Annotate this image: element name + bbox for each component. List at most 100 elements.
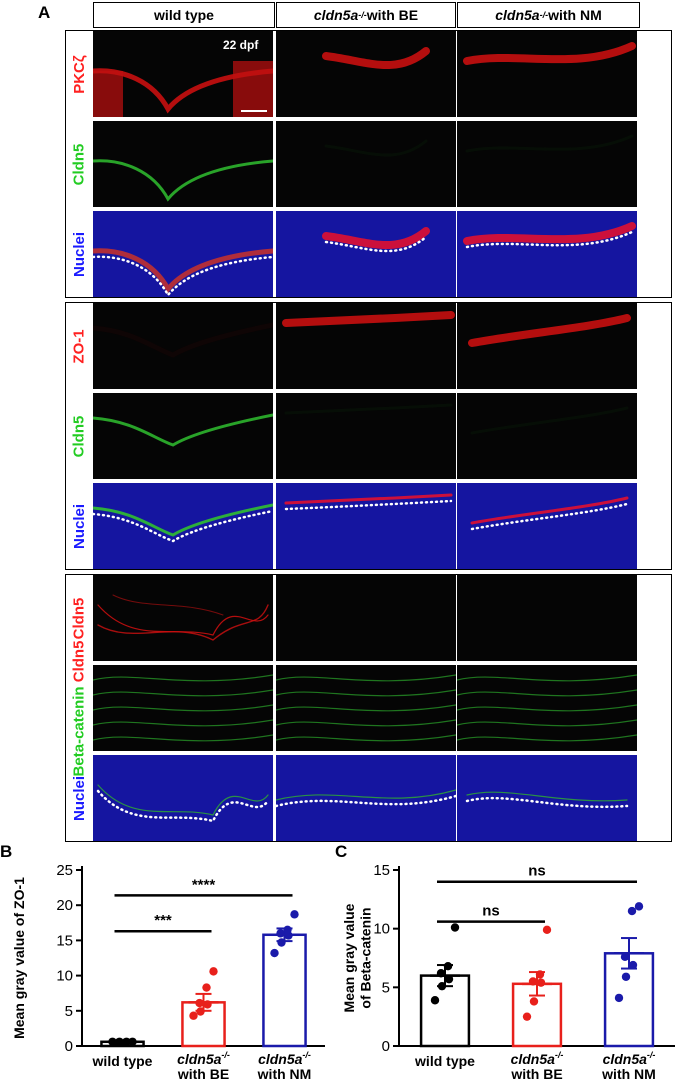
row-label-text: Cldn5 [70, 597, 88, 639]
significance-label: *** [154, 912, 172, 929]
time-point-label: 22 dpf [223, 38, 259, 52]
micrograph-image [276, 665, 456, 751]
micrograph-image [93, 755, 273, 841]
data-point [196, 1007, 205, 1016]
micrograph-image [276, 211, 456, 297]
micrograph-image [457, 665, 637, 751]
x-tick-label: with NM [257, 1066, 312, 1082]
row-label-text: Nuclei [70, 503, 88, 549]
data-point [189, 1011, 198, 1020]
row-label: Nuclei [66, 755, 92, 841]
x-tick-label: with BE [510, 1066, 562, 1082]
panel-letter-c: C [335, 842, 348, 861]
y-tick-label: 10 [56, 968, 73, 985]
row-label: ZO-1 [66, 303, 92, 389]
data-point [203, 1000, 212, 1009]
chart-b-zo1: 0 5 10 15 20 25 Mean gray value of ZO-1 wild ty… [11, 862, 325, 1082]
data-point [443, 962, 453, 971]
data-point [536, 978, 546, 987]
row-label: Beta-catenin Cldn5 [66, 640, 92, 776]
y-tick-label: 25 [56, 862, 73, 879]
micrograph-image [457, 483, 637, 569]
micrograph-image [93, 303, 273, 389]
micrograph-image [276, 121, 456, 207]
data-point [542, 925, 552, 935]
y-tick-label: 0 [382, 1038, 390, 1055]
group-frame-2 [65, 302, 672, 570]
data-point [444, 974, 454, 984]
x-tick-label: cldn5a-/- [603, 1050, 656, 1067]
row-label: Cldn5 [66, 393, 92, 479]
row-label: Nuclei [66, 211, 92, 297]
y-axis-label: Mean gray valueof Beta-catenin [341, 903, 373, 1012]
y-tick-label: 5 [65, 1003, 73, 1020]
row-label-text: ZO-1 [70, 328, 88, 364]
x-tick-label: with NM [601, 1066, 656, 1082]
row-label-text: Cldn5 [70, 640, 88, 686]
row-label-text: PKCζ [70, 54, 88, 94]
panel-letter-a: A [38, 3, 51, 22]
micrograph-image [276, 303, 456, 389]
data-point [620, 952, 630, 962]
micrograph-image [457, 211, 637, 297]
micrograph-image [276, 31, 456, 117]
micrograph-image [457, 121, 637, 207]
column-header-cldn5a-nm: cldn5a -/- with NM [457, 2, 640, 28]
row-label-text: Cldn5 [70, 143, 88, 185]
x-tick-label: with BE [177, 1066, 229, 1082]
data-point [277, 938, 286, 947]
row-label-text: Nuclei [70, 775, 88, 821]
data-point [121, 1038, 130, 1047]
x-tick-label: cldn5a-/- [258, 1050, 311, 1067]
column-header-cldn5a-be: cldn5a -/- with BE [276, 2, 456, 28]
x-tick-label: cldn5a-/- [177, 1050, 230, 1067]
data-point [270, 948, 279, 958]
column-genotype-superscript: -/- [539, 10, 549, 20]
data-point [276, 929, 285, 938]
data-point [621, 972, 631, 981]
micrograph-image [93, 483, 273, 569]
data-point [529, 997, 539, 1006]
column-gene-name: cldn5a [313, 7, 359, 23]
micrograph-image [93, 121, 273, 207]
significance-label: ns [528, 863, 546, 880]
row-label-text: Cldn5 [70, 415, 88, 457]
significance-label: **** [192, 876, 216, 893]
data-point [283, 925, 292, 935]
row-label: PKCζ [66, 31, 92, 117]
micrograph-image [93, 575, 273, 661]
micrograph-image [457, 303, 637, 389]
micrograph-image [276, 755, 456, 841]
data-point [628, 960, 638, 970]
data-point [195, 998, 204, 1008]
data-point [450, 923, 460, 932]
micrograph-image [457, 575, 637, 661]
data-point [634, 902, 644, 911]
chart-c-beta-catenin: 0 5 10 15 Mean gray valueof Beta-catenin wild… [341, 862, 675, 1082]
bar [262, 933, 307, 1048]
y-tick-label: 15 [56, 932, 73, 949]
x-tick-label: cldn5a-/- [511, 1050, 564, 1067]
row-label: Cldn5 [66, 121, 92, 207]
data-point [535, 970, 545, 979]
data-point [522, 1012, 532, 1021]
y-tick-label: 10 [373, 921, 390, 938]
panel-letter-b: B [0, 842, 13, 861]
micrograph-image [276, 575, 456, 661]
column-gene-name: cldn5a [495, 7, 540, 23]
data-point [528, 977, 538, 986]
data-point [202, 983, 211, 992]
x-tick-label: wild type [92, 1053, 153, 1069]
data-point [290, 910, 299, 919]
micrograph-image [276, 393, 456, 479]
y-tick-label: 20 [56, 897, 73, 914]
micrograph-image [93, 393, 273, 479]
data-point [128, 1037, 137, 1046]
micrograph-image [457, 755, 637, 841]
micrograph-image [93, 665, 273, 751]
data-point [114, 1038, 123, 1047]
micrograph-image [276, 483, 456, 569]
row-label-text: Nuclei [70, 231, 88, 277]
micrograph-image [457, 31, 637, 117]
row-label: Nuclei [66, 483, 92, 569]
